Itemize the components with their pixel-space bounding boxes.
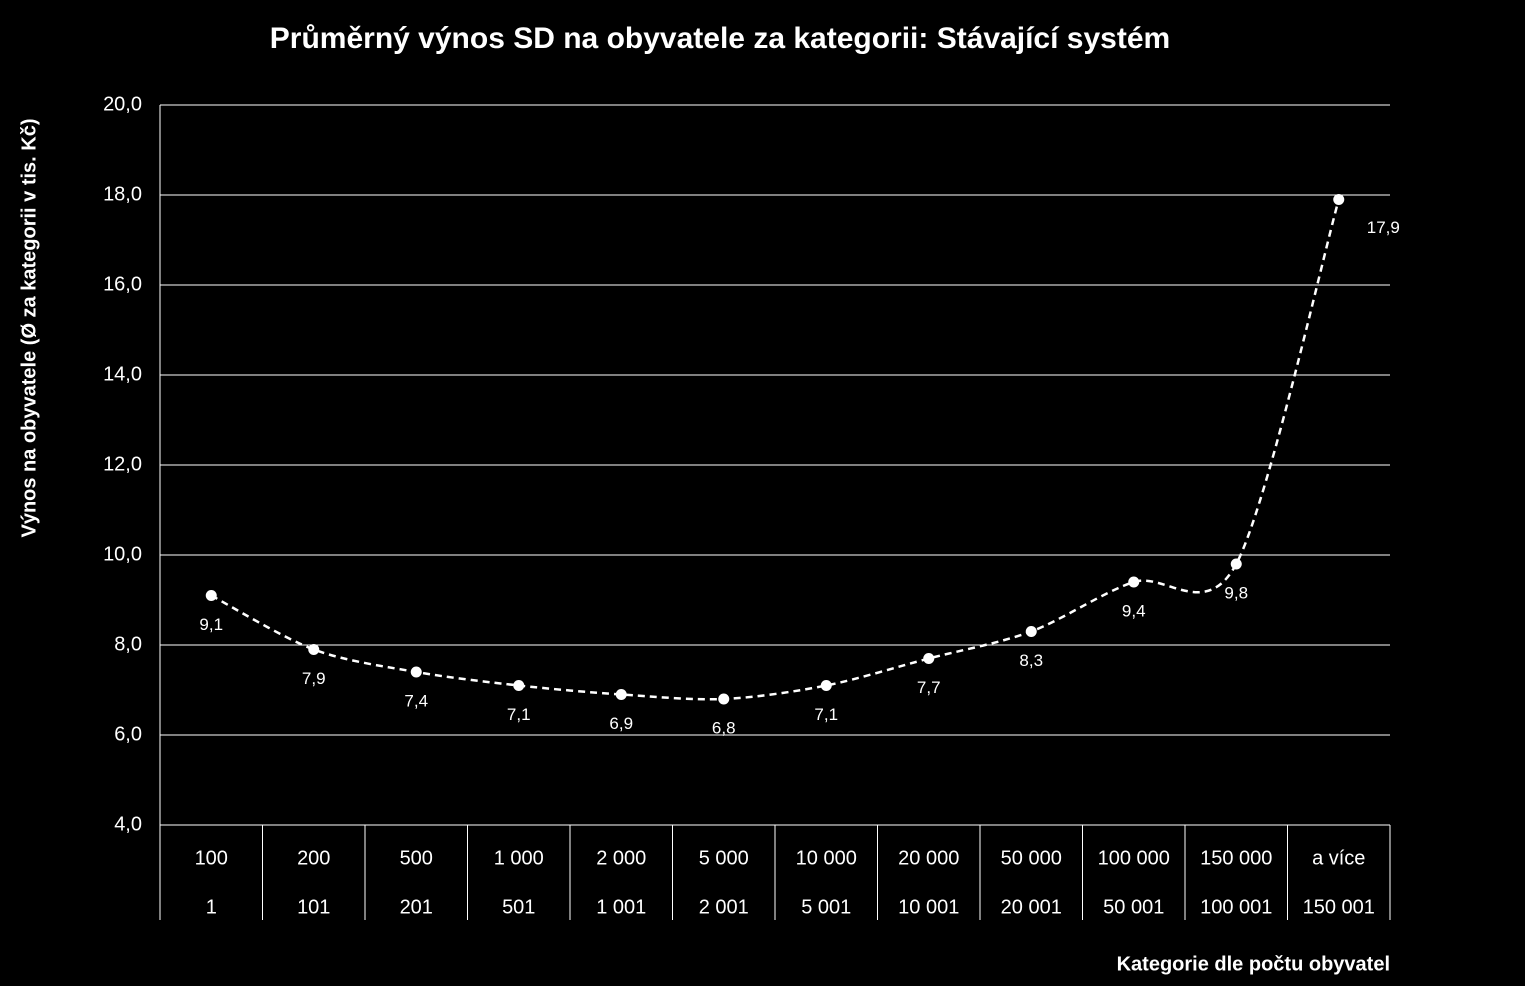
- y-tick-label: 6,0: [114, 723, 142, 745]
- data-label: 8,3: [1019, 651, 1043, 670]
- y-tick-label: 12,0: [103, 453, 142, 475]
- data-label: 9,8: [1224, 583, 1248, 602]
- x-tick-label: 1 000: [494, 847, 544, 869]
- marker: [820, 680, 832, 691]
- marker: [1128, 576, 1140, 588]
- x-tick-label: 500: [400, 847, 433, 869]
- x-axis-title: Kategorie dle počtu obyvatel: [1117, 953, 1390, 975]
- data-label: 6,8: [712, 718, 736, 737]
- x-tick-label: 200: [297, 847, 330, 869]
- data-label: 6,9: [609, 714, 633, 733]
- x-tick-label-from: 101: [297, 896, 330, 918]
- x-tick-label-from: 2 001: [699, 896, 749, 918]
- x-tick-label-from: 100 001: [1200, 896, 1272, 918]
- y-tick-label: 4,0: [114, 813, 142, 835]
- x-tick-label-from: 1 001: [596, 896, 646, 918]
- marker: [923, 653, 935, 664]
- y-tick-label: 18,0: [103, 183, 142, 205]
- x-tick-label-from: 150 001: [1303, 896, 1375, 918]
- data-label: 7,4: [404, 691, 428, 710]
- x-tick-label-from: 501: [502, 896, 535, 918]
- y-tick-label: 14,0: [103, 363, 142, 385]
- y-tick-label: 16,0: [103, 273, 142, 295]
- marker: [205, 590, 217, 601]
- data-label: 7,7: [917, 678, 941, 697]
- marker: [410, 666, 422, 678]
- x-tick-label: 20 000: [898, 847, 959, 869]
- y-tick-label: 20,0: [103, 93, 142, 115]
- x-tick-label: 2 000: [596, 847, 646, 869]
- marker: [1025, 626, 1037, 637]
- x-tick-label: 150 000: [1200, 847, 1272, 869]
- marker: [718, 693, 730, 705]
- y-tick-label: 10,0: [103, 543, 142, 565]
- data-label: 17,9: [1367, 218, 1400, 237]
- data-label: 7,1: [814, 705, 838, 724]
- data-label: 7,1: [507, 705, 531, 724]
- x-tick-label: 50 000: [1001, 847, 1062, 869]
- x-tick-label-from: 1: [206, 896, 217, 918]
- y-tick-label: 8,0: [114, 633, 142, 655]
- x-tick-label: 100: [195, 847, 228, 869]
- data-label: 9,1: [199, 615, 223, 634]
- marker: [1230, 558, 1242, 570]
- x-tick-label: 10 000: [796, 847, 857, 869]
- x-tick-label: 100 000: [1098, 847, 1170, 869]
- marker: [1333, 194, 1345, 205]
- x-tick-label-from: 201: [400, 896, 433, 918]
- x-tick-label-from: 20 001: [1001, 896, 1062, 918]
- y-axis-title: Výnos na obyvatele (Ø za kategorii v tis…: [18, 118, 40, 537]
- chart-title: Průměrný výnos SD na obyvatele za katego…: [270, 22, 1170, 55]
- x-tick-label: a více: [1312, 847, 1365, 869]
- x-tick-label: 5 000: [699, 847, 749, 869]
- marker: [308, 644, 320, 655]
- marker: [615, 689, 627, 700]
- x-tick-label-from: 10 001: [898, 896, 959, 918]
- x-tick-label-from: 50 001: [1103, 896, 1164, 918]
- x-tick-label-from: 5 001: [801, 896, 851, 918]
- marker: [513, 680, 525, 691]
- data-label: 9,4: [1122, 601, 1146, 620]
- data-label: 7,9: [302, 669, 326, 688]
